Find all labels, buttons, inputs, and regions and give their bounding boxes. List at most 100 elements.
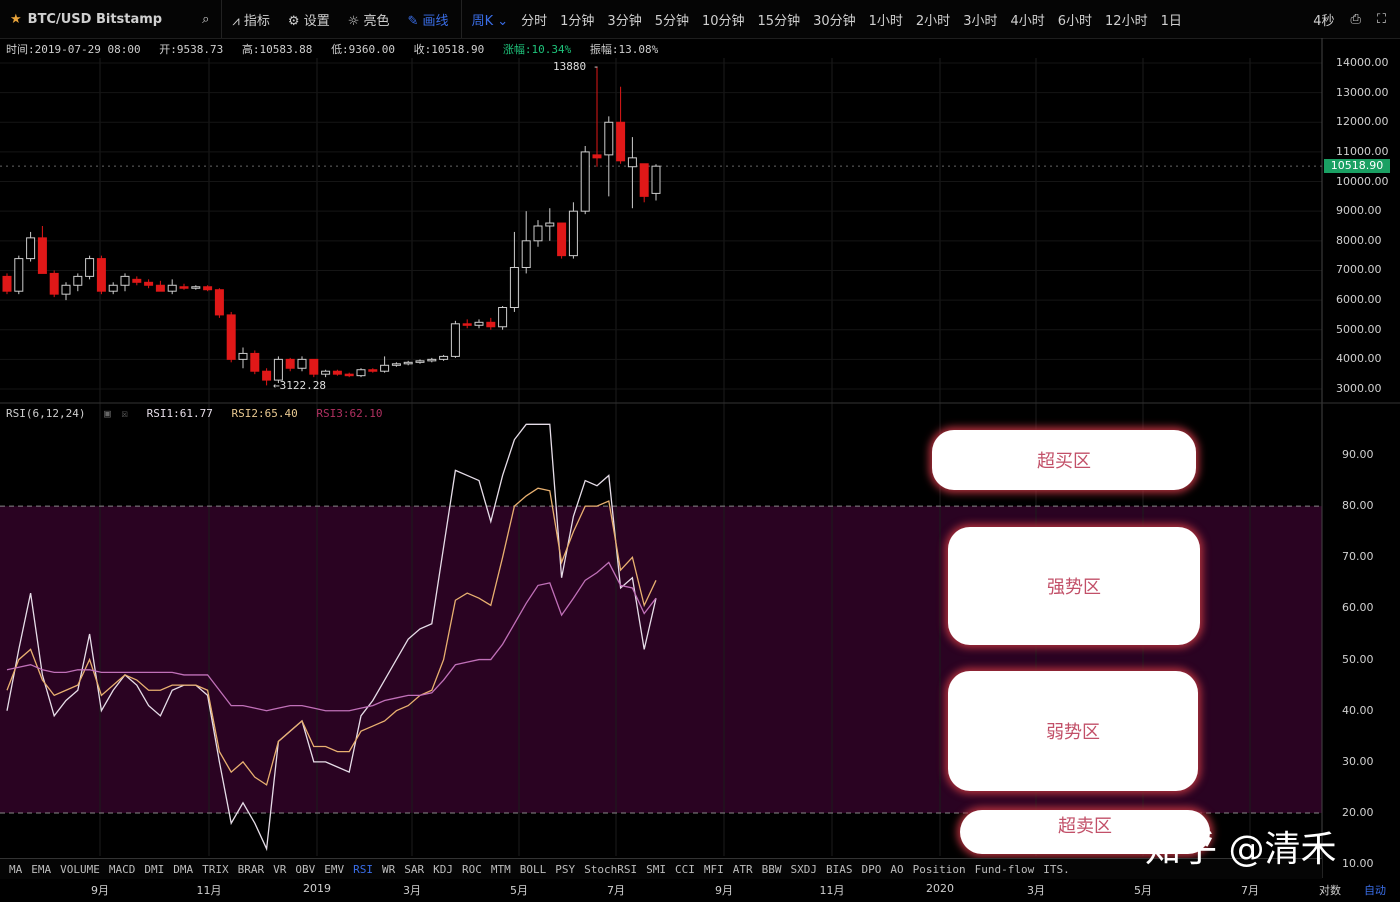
candle-body	[203, 286, 213, 291]
candle-body	[498, 307, 508, 328]
candle-body	[344, 373, 354, 377]
indicator-tab-position[interactable]: Position	[912, 862, 966, 876]
info-open: 开:9538.73	[159, 43, 224, 56]
indicator-tab-trix[interactable]: TRIX	[202, 862, 229, 876]
candle-body	[96, 258, 106, 292]
indicator-tab-rsi[interactable]: RSI	[353, 862, 373, 876]
time-tick: 2020	[926, 882, 954, 895]
period-1[interactable]: 1分钟	[560, 13, 595, 29]
indicator-tab-ma[interactable]: MA	[9, 862, 23, 876]
rsi2-value: RSI2:65.40	[231, 407, 298, 420]
candle-body	[627, 157, 637, 168]
period-2[interactable]: 3分钟	[607, 13, 642, 29]
candle-body	[285, 358, 295, 369]
low-label: ←3122.28	[273, 379, 326, 392]
period-7[interactable]: 1小时	[868, 13, 903, 29]
rsi-tick: 30.00	[1342, 754, 1374, 768]
price-tick: 9000.00	[1336, 204, 1382, 218]
indicator-tab-sar[interactable]: SAR	[404, 862, 425, 876]
candle-body	[226, 314, 236, 360]
period-13[interactable]: 1日	[1160, 13, 1182, 29]
candle-body	[179, 286, 189, 289]
theme-label: 亮色	[363, 13, 390, 29]
indicator-tab-stochrsi[interactable]: StochRSI	[584, 862, 638, 876]
indicator-tab-mfi[interactable]: MFI	[703, 862, 724, 876]
indicators-button[interactable]: ⩘ 指标	[232, 10, 269, 29]
time-tick: 11月	[819, 884, 845, 897]
indicator-tab-obv[interactable]: OBV	[295, 862, 316, 876]
zone-overbought: 超买区	[932, 430, 1196, 490]
candle-body	[439, 355, 449, 360]
price-tick: 11000.00	[1336, 144, 1389, 158]
candle-body	[37, 237, 47, 274]
indicator-tab-dma[interactable]: DMA	[173, 862, 194, 876]
indicator-tab-dpo[interactable]: DPO	[861, 862, 882, 876]
indicator-tab-psy[interactable]: PSY	[555, 862, 576, 876]
auto-scale-toggle[interactable]: 自动	[1364, 884, 1386, 897]
indicator-tab-macd[interactable]: MACD	[108, 862, 136, 876]
price-tick: 8000.00	[1336, 233, 1382, 247]
rsi-line-rsi3	[6, 561, 657, 712]
draw-label: 画线	[422, 13, 449, 29]
period-10[interactable]: 4小时	[1010, 13, 1045, 29]
log-scale-toggle[interactable]: 对数	[1319, 884, 1341, 897]
indicator-tab-volume[interactable]: VOLUME	[60, 862, 100, 876]
settings-label: 设置	[303, 13, 330, 29]
settings-button[interactable]: ⚙ 设置	[288, 10, 330, 29]
close-small-icon[interactable]: ☒	[121, 407, 128, 420]
price-tick: 12000.00	[1336, 115, 1389, 129]
rsi-tick: 20.00	[1342, 806, 1374, 819]
candle-body	[14, 258, 24, 292]
indicator-tab-atr[interactable]: ATR	[732, 862, 753, 876]
indicator-tab-mtm[interactable]: MTM	[490, 862, 511, 876]
period-5[interactable]: 15分钟	[757, 13, 801, 29]
symbol-label[interactable]: BTC/USD Bitstamp	[27, 11, 163, 27]
indicator-tab-ao[interactable]: AO	[890, 862, 904, 876]
indicator-tab-boll[interactable]: BOLL	[519, 862, 547, 876]
draw-button[interactable]: ✎ 画线	[408, 10, 449, 29]
indicator-tab-its.[interactable]: ITS.	[1043, 862, 1070, 876]
candle-body	[380, 364, 390, 372]
indicator-tab-wr[interactable]: WR	[382, 862, 396, 876]
period-3[interactable]: 5分钟	[654, 13, 689, 29]
time-tick: 9月	[91, 884, 109, 897]
indicator-tab-smi[interactable]: SMI	[646, 862, 666, 876]
indicator-tab-kdj[interactable]: KDJ	[433, 862, 453, 876]
candle-body	[238, 352, 248, 360]
fullscreen-icon[interactable]: ⛶	[1376, 11, 1386, 27]
candle-body	[415, 360, 425, 363]
candle-body	[592, 154, 602, 159]
period-12[interactable]: 12小时	[1105, 13, 1148, 29]
period-dropdown[interactable]: 周K ⌄	[472, 10, 509, 29]
indicator-tab-emv[interactable]: EMV	[324, 862, 345, 876]
period-8[interactable]: 2小时	[915, 13, 951, 29]
theme-button[interactable]: ☼ 亮色	[348, 10, 390, 29]
indicator-tab-brar[interactable]: BRAR	[237, 862, 265, 876]
indicator-tab-cci[interactable]: CCI	[674, 862, 695, 876]
camera-icon[interactable]: ⎙	[1350, 11, 1361, 27]
settings-small-icon[interactable]: ▣	[104, 407, 111, 420]
rsi-tick: 60.00	[1342, 601, 1374, 615]
indicator-tab-sxdj[interactable]: SXDJ	[790, 862, 817, 876]
indicator-tab-vr[interactable]: VR	[273, 862, 287, 876]
indicator-tab-roc[interactable]: ROC	[462, 862, 482, 876]
time-axis: 对数 自动 9月 11月 2019 3月 5月 7月 9月 11月 2020 3月 5月 7月	[0, 879, 1400, 899]
rsi-tick: 90.00	[1342, 448, 1374, 461]
indicator-tab-dmi[interactable]: DMI	[144, 862, 165, 876]
indicator-tab-fund-flow[interactable]: Fund-flow	[974, 862, 1035, 876]
period-9[interactable]: 3小时	[963, 13, 998, 29]
period-0[interactable]: 分时	[521, 13, 548, 29]
candle-body	[191, 286, 201, 289]
info-amplitude: 振幅:13.08%	[589, 43, 659, 56]
indicator-tab-bias[interactable]: BIAS	[825, 862, 853, 876]
search-icon[interactable]: ⌕	[202, 11, 210, 27]
countdown: 4秒	[1313, 13, 1335, 29]
star-icon[interactable]: ★	[10, 11, 22, 27]
candle-body	[604, 121, 614, 156]
period-11[interactable]: 6小时	[1057, 13, 1093, 29]
period-6[interactable]: 30分钟	[813, 13, 856, 29]
indicator-tab-ema[interactable]: EMA	[31, 862, 52, 876]
indicator-tab-bbw[interactable]: BBW	[761, 862, 782, 876]
period-4[interactable]: 10分钟	[701, 13, 745, 29]
candle-body	[616, 121, 626, 162]
